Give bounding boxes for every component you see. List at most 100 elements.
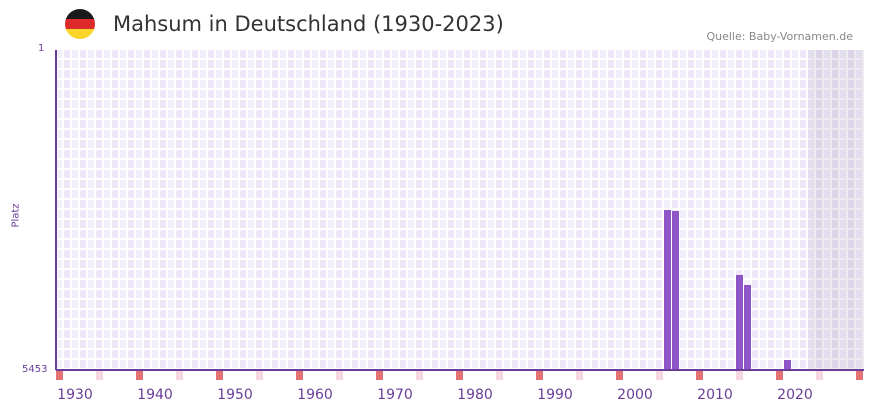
grid-column [392,50,398,370]
year-marker [736,371,743,380]
grid-column [256,50,262,370]
grid-column [648,50,654,370]
grid-column [704,50,710,370]
grid-column [752,50,758,370]
year-marker [296,371,303,380]
year-marker [376,371,383,380]
grid-column [312,50,318,370]
grid-column [280,50,286,370]
grid-column [600,50,606,370]
grid-column [408,50,414,370]
x-tick-label: 1940 [137,387,173,403]
grid-column [624,50,630,370]
grid-column [232,50,238,370]
grid-column [336,50,342,370]
year-marker [656,371,663,380]
germany-flag-icon [65,9,95,39]
grid-column [736,50,742,370]
grid-column [296,50,302,370]
grid-column [744,50,750,370]
year-marker [256,371,263,380]
x-tick-label: 1950 [217,387,253,403]
grid-column [304,50,310,370]
grid-column [96,50,102,370]
grid-column [696,50,702,370]
year-marker [616,371,623,380]
x-tick-label: 2010 [697,387,733,403]
grid-column [488,50,494,370]
year-marker [416,371,423,380]
grid-column [224,50,230,370]
year-marker [216,371,223,380]
y-axis-line [55,50,57,370]
plot-area [56,50,864,370]
chart-title: Mahsum in Deutschland (1930-2023) [113,12,504,36]
grid-column [608,50,614,370]
x-axis-line [56,369,864,371]
grid-column [512,50,518,370]
bar-2004[interactable] [664,210,671,370]
bar-2014[interactable] [744,285,751,370]
grid-column [360,50,366,370]
year-marker [696,371,703,380]
grid-column [160,50,166,370]
grid-column [120,50,126,370]
grid-column [384,50,390,370]
year-marker [776,371,783,380]
grid-column [568,50,574,370]
grid-column [504,50,510,370]
grid-column [248,50,254,370]
grid-column [136,50,142,370]
x-tick-label: 1960 [297,387,333,403]
grid-column [64,50,70,370]
grid-column [400,50,406,370]
grid-column [728,50,734,370]
grid-column [416,50,422,370]
y-tick-bottom: 5453 [22,364,48,375]
grid-column [792,50,798,370]
grid-column [672,50,678,370]
grid-column [616,50,622,370]
grid-column [80,50,86,370]
grid-column [56,50,62,370]
year-marker [496,371,503,380]
year-marker [816,371,823,380]
grid-column [104,50,110,370]
grid-column [216,50,222,370]
grid-column [536,50,542,370]
x-tick-label: 2020 [777,387,813,403]
grid-column [432,50,438,370]
grid-column [768,50,774,370]
grid-column [552,50,558,370]
y-tick-top: 1 [38,43,45,54]
grid-column [592,50,598,370]
grid-column [680,50,686,370]
grid-column [848,50,854,370]
grid-column [288,50,294,370]
grid-column [168,50,174,370]
year-marker [336,371,343,380]
grid-column [560,50,566,370]
grid-column [376,50,382,370]
grid-column [840,50,846,370]
grid-column [176,50,182,370]
bar-2013[interactable] [736,275,743,370]
grid-column [88,50,94,370]
year-marker [176,371,183,380]
source-label: Quelle: Baby-Vornamen.de [706,30,853,43]
grid-column [784,50,790,370]
year-marker [96,371,103,380]
grid-column [544,50,550,370]
grid-column [776,50,782,370]
x-tick-label: 1970 [377,387,413,403]
grid-column [272,50,278,370]
year-marker [56,371,63,380]
bar-2005[interactable] [672,211,679,370]
grid-column [656,50,662,370]
grid-column [352,50,358,370]
grid-column [632,50,638,370]
bar-2019[interactable] [784,360,791,370]
grid-column [240,50,246,370]
grid-column [464,50,470,370]
grid-column [320,50,326,370]
